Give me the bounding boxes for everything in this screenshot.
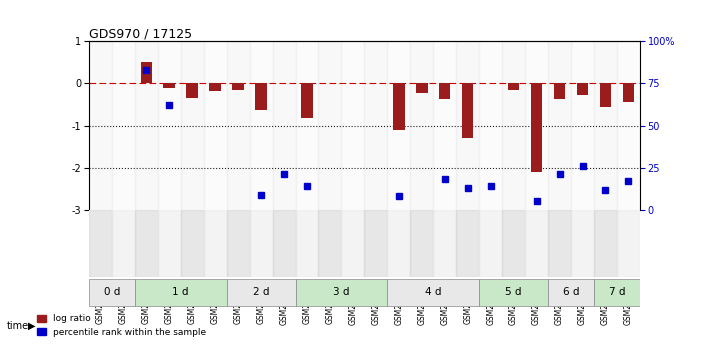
FancyBboxPatch shape <box>296 279 387 306</box>
Bar <box>502 41 525 210</box>
Text: 6 d: 6 d <box>563 287 579 297</box>
Bar <box>599 83 611 107</box>
Bar <box>433 41 456 210</box>
Bar <box>531 83 542 172</box>
Bar <box>594 210 617 277</box>
Bar <box>364 41 387 210</box>
Bar <box>296 210 319 277</box>
Bar <box>387 210 410 277</box>
Bar <box>89 41 112 210</box>
Bar <box>554 83 565 99</box>
Bar <box>594 41 617 210</box>
FancyBboxPatch shape <box>548 279 594 306</box>
Bar <box>232 83 244 90</box>
Bar <box>479 41 502 210</box>
Bar <box>301 83 313 118</box>
Bar <box>548 210 571 277</box>
FancyBboxPatch shape <box>135 279 227 306</box>
Bar <box>186 83 198 98</box>
Bar <box>181 210 203 277</box>
Bar <box>203 210 227 277</box>
Bar <box>479 210 502 277</box>
Text: 7 d: 7 d <box>609 287 625 297</box>
Bar <box>341 210 364 277</box>
Bar <box>89 210 112 277</box>
Text: 4 d: 4 d <box>425 287 442 297</box>
Bar <box>135 41 158 210</box>
Bar <box>456 41 479 210</box>
Bar <box>210 83 221 91</box>
Bar <box>416 83 427 93</box>
Bar <box>433 210 456 277</box>
Legend: log ratio, percentile rank within the sample: log ratio, percentile rank within the sa… <box>33 311 210 341</box>
Bar <box>410 41 433 210</box>
Bar <box>571 41 594 210</box>
Bar <box>617 41 640 210</box>
Bar <box>410 210 433 277</box>
Text: 1 d: 1 d <box>173 287 189 297</box>
Bar <box>508 83 519 90</box>
Bar <box>158 210 181 277</box>
Bar <box>502 210 525 277</box>
Bar <box>364 210 387 277</box>
Bar <box>617 210 640 277</box>
Bar <box>112 41 135 210</box>
Bar <box>439 83 451 99</box>
Bar <box>227 210 250 277</box>
Bar <box>227 41 250 210</box>
Bar <box>341 41 364 210</box>
Bar <box>571 210 594 277</box>
Bar <box>255 83 267 110</box>
Bar <box>158 41 181 210</box>
Bar <box>393 83 405 130</box>
Text: 2 d: 2 d <box>253 287 269 297</box>
Bar <box>141 62 152 83</box>
Bar <box>525 41 548 210</box>
Bar <box>272 41 296 210</box>
Text: 5 d: 5 d <box>506 287 522 297</box>
Bar <box>250 41 272 210</box>
FancyBboxPatch shape <box>89 279 135 306</box>
Bar <box>135 210 158 277</box>
Text: ▶: ▶ <box>28 321 36 331</box>
Bar <box>577 83 588 95</box>
Bar <box>456 210 479 277</box>
Bar <box>272 210 296 277</box>
Bar <box>203 41 227 210</box>
Bar <box>319 41 341 210</box>
Bar <box>387 41 410 210</box>
Bar <box>164 83 175 88</box>
FancyBboxPatch shape <box>479 279 548 306</box>
Bar <box>548 41 571 210</box>
FancyBboxPatch shape <box>594 279 640 306</box>
Text: time: time <box>7 321 29 331</box>
Bar <box>181 41 203 210</box>
Text: GDS970 / 17125: GDS970 / 17125 <box>89 27 192 40</box>
Bar <box>250 210 272 277</box>
Bar <box>112 210 135 277</box>
Bar <box>319 210 341 277</box>
FancyBboxPatch shape <box>387 279 479 306</box>
Text: 0 d: 0 d <box>104 287 120 297</box>
Bar <box>462 83 474 138</box>
FancyBboxPatch shape <box>227 279 296 306</box>
Bar <box>623 83 634 102</box>
Text: 3 d: 3 d <box>333 287 350 297</box>
Bar <box>525 210 548 277</box>
Bar <box>296 41 319 210</box>
